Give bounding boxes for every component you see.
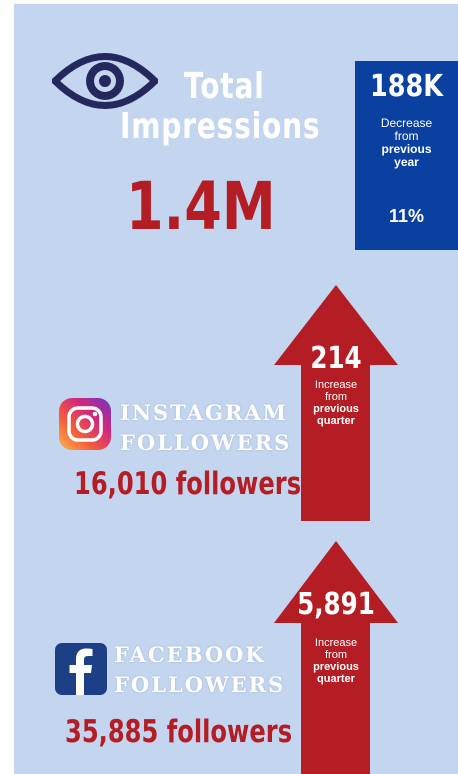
facebook-label-line2: FOLLOWERS bbox=[114, 672, 286, 697]
facebook-change-value: 5,891 bbox=[297, 587, 375, 622]
instagram-change-text: Increase bbox=[314, 379, 358, 391]
impressions-value: 1.4M bbox=[126, 168, 276, 245]
impressions-change-text: year bbox=[394, 155, 419, 169]
instagram-increase-arrow: 214 Increase from previous quarter bbox=[274, 285, 398, 521]
instagram-followers-count: 16,010 followers bbox=[74, 466, 302, 502]
infographic-canvas: Total Impressions 1.4M 188K Decrease fro… bbox=[14, 4, 458, 774]
impressions-change-percent: 11% bbox=[388, 206, 425, 226]
facebook-icon bbox=[55, 643, 107, 695]
facebook-label-line1: FACEBOOK bbox=[114, 642, 266, 667]
impressions-change-value: 188K bbox=[370, 69, 443, 104]
impressions-change-box: 188K Decrease from previous year 11% bbox=[355, 61, 458, 250]
impressions-title-line2: Impressions bbox=[120, 106, 321, 147]
instagram-label-line1: INSTAGRAM bbox=[120, 400, 288, 425]
facebook-change-text: quarter bbox=[317, 673, 355, 685]
facebook-change-text: from bbox=[325, 649, 347, 661]
instagram-change-text: quarter bbox=[317, 415, 355, 427]
instagram-icon bbox=[59, 398, 111, 450]
instagram-change-text: from bbox=[325, 391, 347, 403]
impressions-change-text: previous bbox=[381, 142, 432, 156]
impressions-change-text: Decrease bbox=[380, 116, 433, 130]
impressions-title-line1: Total bbox=[184, 66, 265, 107]
facebook-increase-arrow: 5,891 Increase from previous quarter bbox=[274, 541, 398, 774]
up-arrow-icon bbox=[274, 541, 398, 774]
up-arrow-icon bbox=[274, 285, 398, 521]
impressions-change-text: from bbox=[394, 129, 419, 143]
facebook-followers-count: 35,885 followers bbox=[65, 714, 293, 750]
instagram-change-value: 214 bbox=[310, 341, 362, 376]
instagram-label-line2: FOLLOWERS bbox=[120, 430, 292, 455]
instagram-change-text: previous bbox=[313, 403, 359, 415]
eye-icon bbox=[52, 53, 158, 109]
facebook-change-text: previous bbox=[313, 661, 359, 673]
facebook-change-text: Increase bbox=[314, 637, 358, 649]
